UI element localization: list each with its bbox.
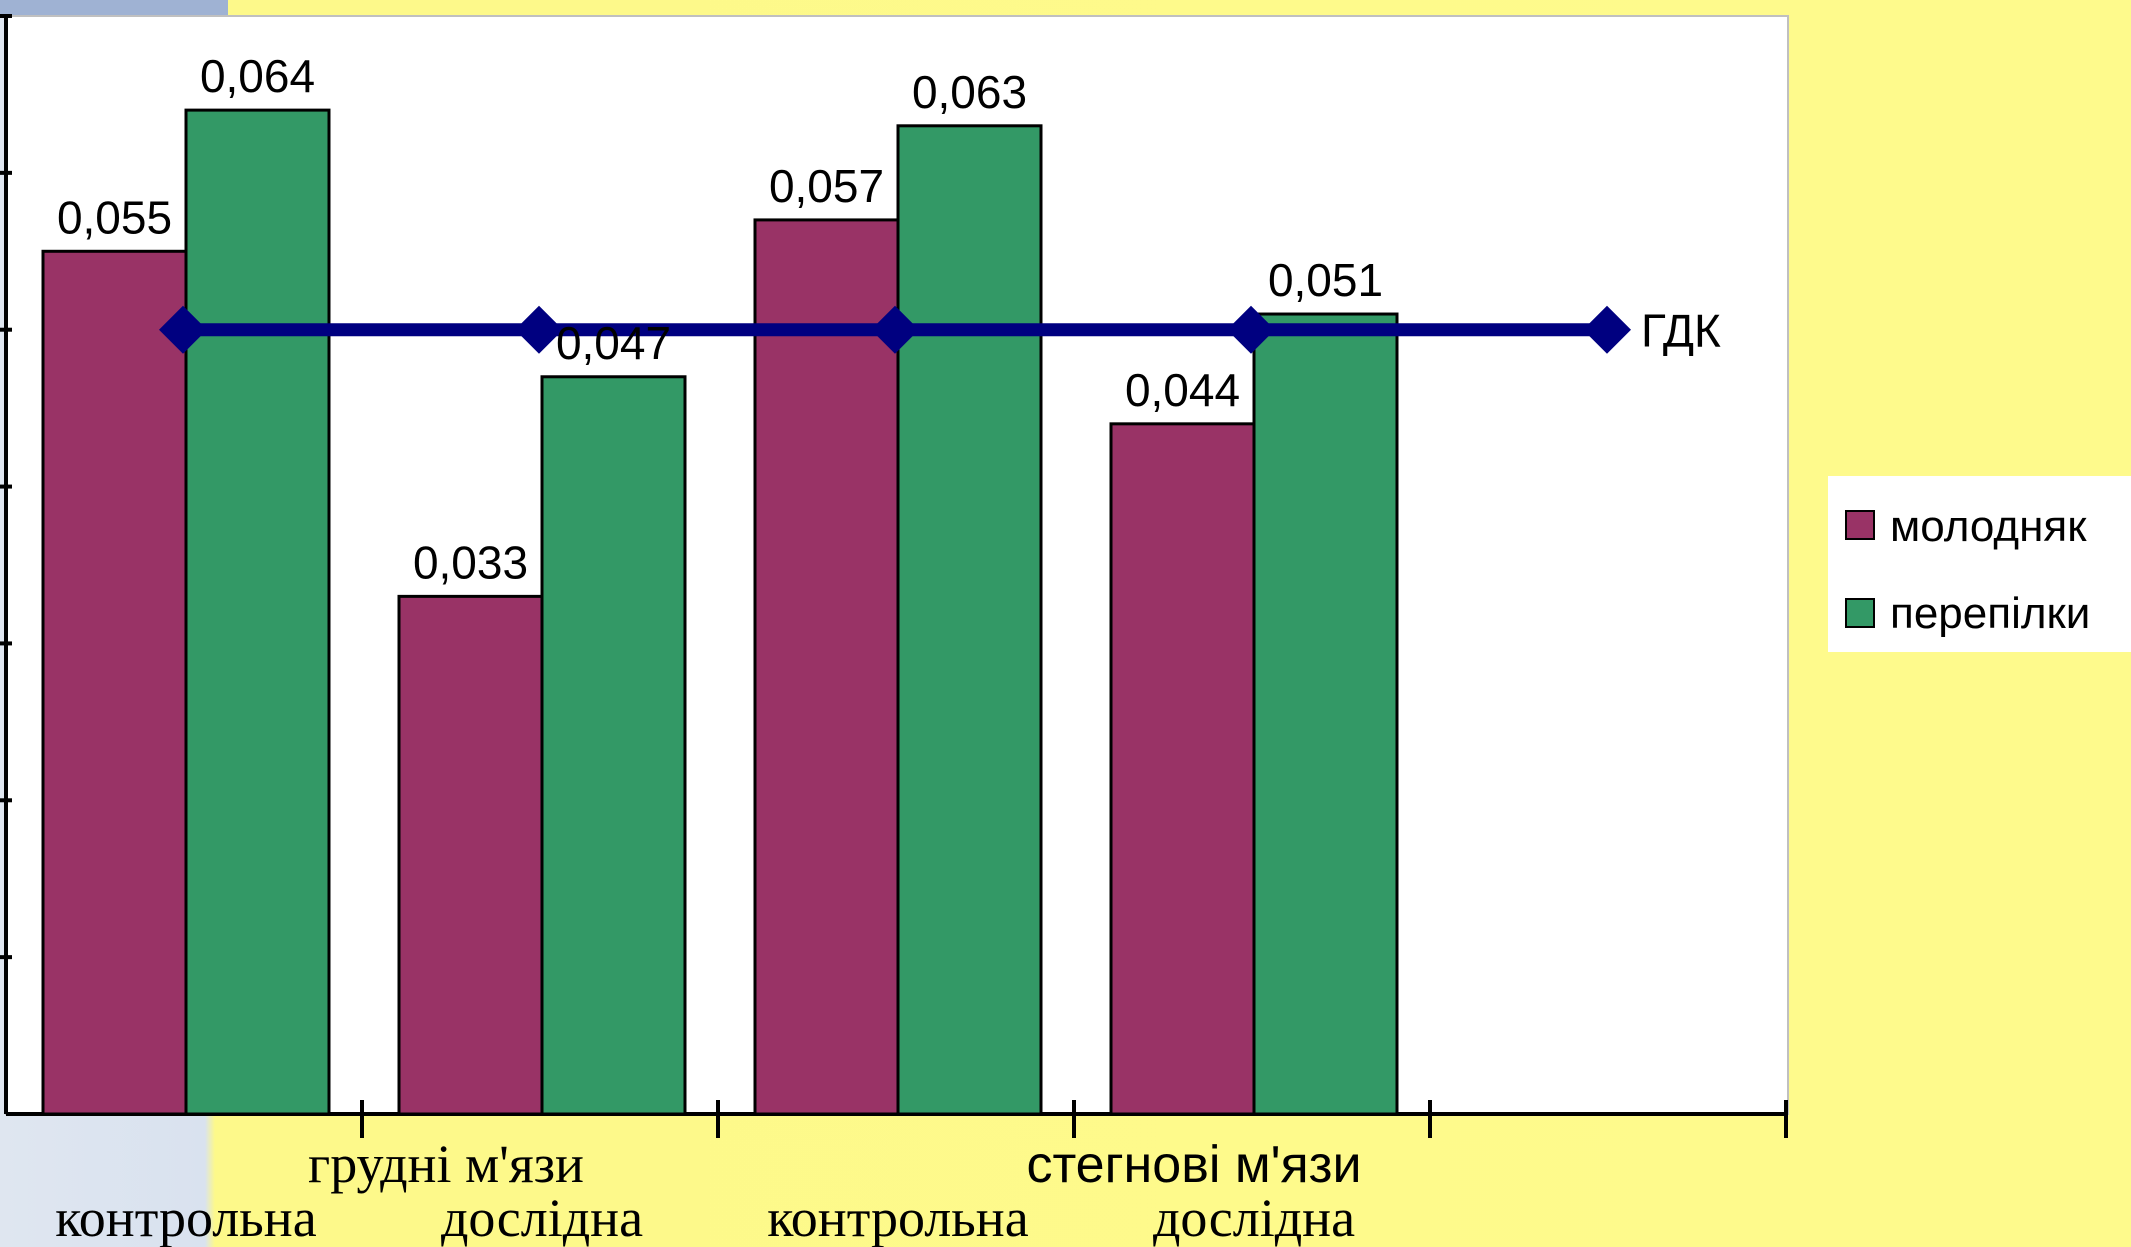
bar-molodniak-4: [1109, 422, 1256, 1116]
bar-perepilky-3: [896, 124, 1043, 1116]
gdk-marker-4: [1227, 305, 1275, 354]
value-label-molodniak-3: 0,057: [769, 160, 884, 212]
value-label-perepilky-2: 0,047: [556, 317, 671, 369]
legend-swatch-molodniak: [1845, 510, 1875, 540]
value-labels: 0,055 0,033 0,057 0,044 0,064 0,047 0,063 0,051: [57, 50, 1383, 588]
value-label-perepilky-1: 0,064: [200, 50, 315, 102]
x-label-3: контрольна: [767, 1188, 1028, 1247]
bar-perepilky-4: [1252, 312, 1399, 1116]
legend-swatch-perepilky: [1845, 598, 1875, 628]
group-label-1: грудні м'язи: [308, 1134, 584, 1194]
gdk-marker-1: [159, 305, 207, 354]
gdk-marker-5: [1583, 305, 1631, 354]
slide-top-band: [0, 0, 228, 18]
x-axis-labels: контрольна дослідна контрольна досліднагруд…: [55, 1134, 1361, 1247]
x-label-2: дослідна: [441, 1188, 643, 1247]
x-label-1: контрольна: [55, 1188, 316, 1247]
value-label-molodniak-2: 0,033: [413, 536, 528, 588]
group-label-2: стегнові м'язи: [1026, 1136, 1361, 1194]
value-label-molodniak-4: 0,044: [1125, 364, 1240, 416]
bar-perepilky-2: [540, 375, 687, 1116]
x-label-4: дослідна: [1153, 1188, 1355, 1247]
bar-molodniak-3: [753, 218, 900, 1116]
gdk-marker-3: [871, 305, 919, 354]
legend-box: [1828, 476, 2131, 652]
legend-label-perepilky: перепілки: [1890, 589, 2090, 638]
bar-molodniak-1: [41, 249, 188, 1116]
bar-molodniak-2: [397, 594, 544, 1116]
legend-label-molodniak: молодняк: [1890, 502, 2087, 551]
bar-perepilky-1: [184, 108, 331, 1116]
gdk-line-series: ГДК: [159, 305, 1721, 357]
bars: [41, 108, 1399, 1116]
gdk-marker-2: [515, 305, 563, 354]
value-label-perepilky-4: 0,051: [1268, 254, 1383, 306]
value-label-perepilky-3: 0,063: [912, 66, 1027, 118]
value-label-molodniak-1: 0,055: [57, 191, 172, 243]
gdk-line-label: ГДК: [1641, 305, 1721, 357]
legend: молодняк перепілки: [1828, 476, 2131, 652]
